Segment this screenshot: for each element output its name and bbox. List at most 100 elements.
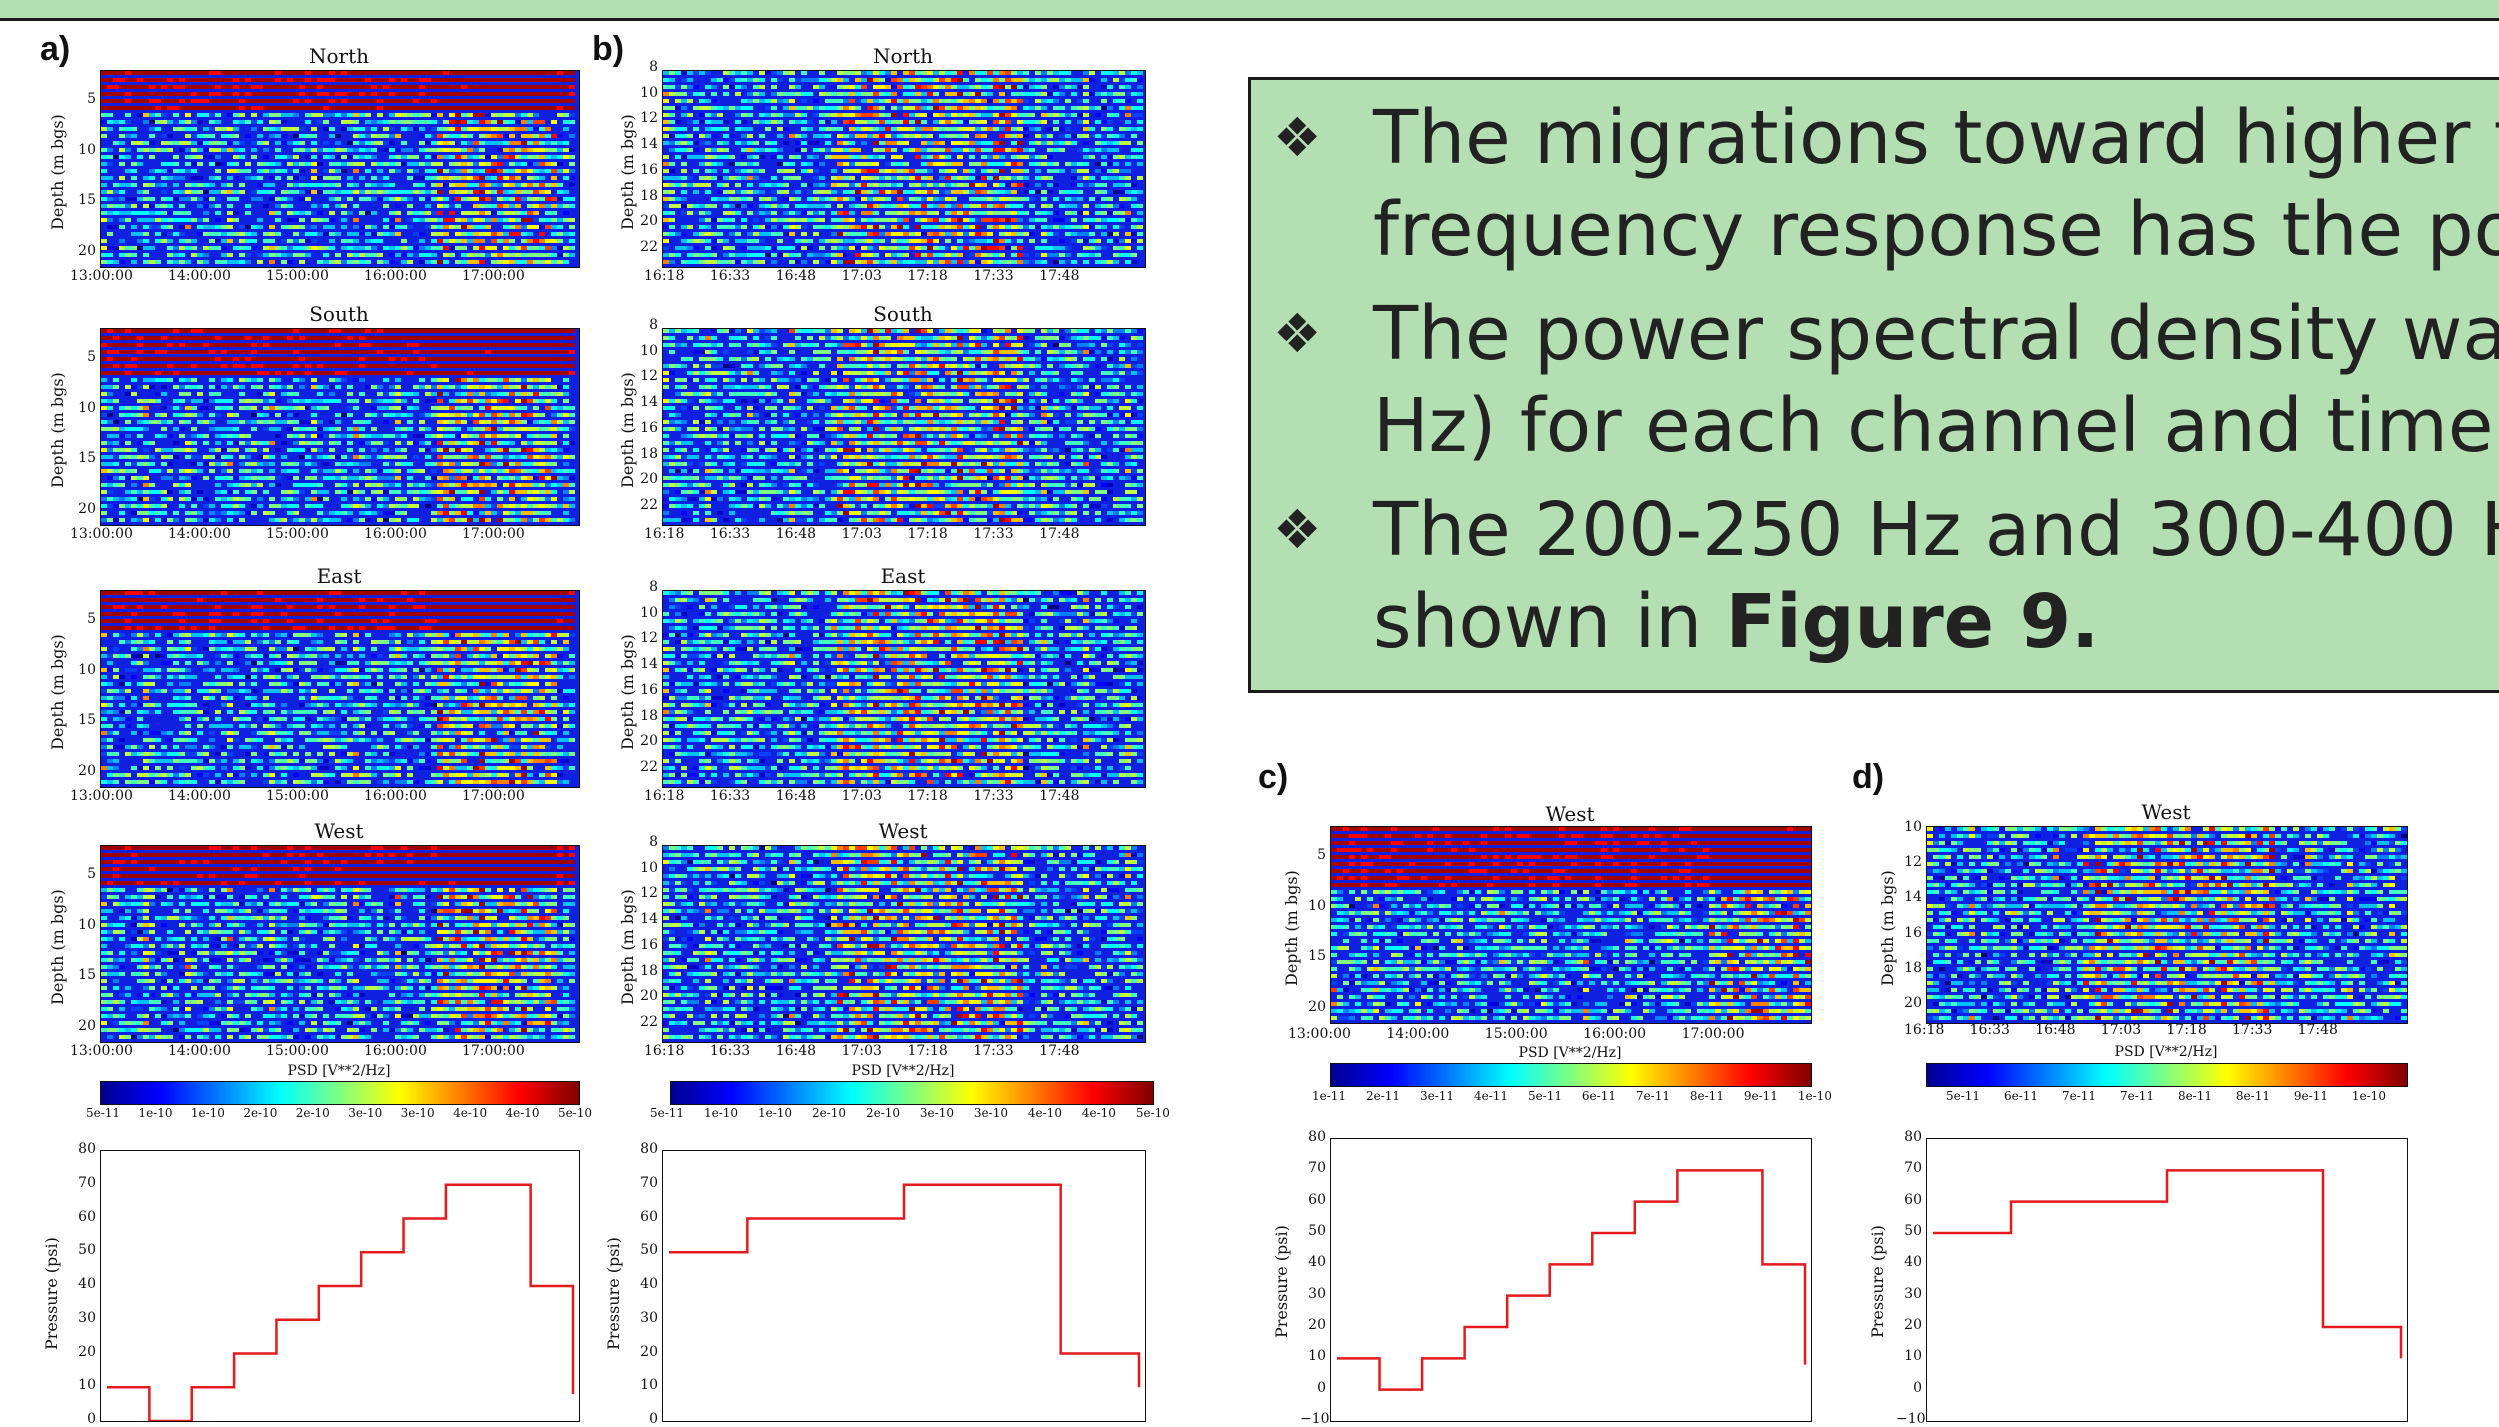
spectrogram-cell <box>371 619 377 623</box>
spectrogram-cell <box>203 357 209 361</box>
spectrogram-cell <box>533 183 539 187</box>
spectrogram-cell <box>305 668 311 672</box>
spectrogram-cell <box>443 420 449 424</box>
spectrogram-cell <box>107 364 113 368</box>
spectrogram-cell <box>359 106 365 110</box>
spectrogram-cell <box>401 392 407 396</box>
spectrogram-cell <box>251 745 257 749</box>
spectrogram-cell <box>353 682 359 686</box>
spectrogram-cell <box>275 329 281 333</box>
spectrogram-cell <box>305 106 311 110</box>
spectrogram-cell <box>479 169 485 173</box>
spectrogram-cell <box>365 668 371 672</box>
spectrogram-cell <box>101 120 107 124</box>
spectrogram-cell <box>353 190 359 194</box>
spectrogram-cell <box>347 518 353 522</box>
spectrogram-cell <box>155 204 161 208</box>
spectrogram-cell <box>149 483 155 487</box>
spectrogram-cell <box>377 364 383 368</box>
spectrogram-cell <box>161 598 167 602</box>
spectrogram-cell <box>281 190 287 194</box>
spectrogram-cell <box>323 343 329 347</box>
spectrogram-cell <box>251 483 257 487</box>
spectrogram-cell <box>323 511 329 515</box>
spectrogram-cell <box>101 127 107 131</box>
spectrogram-cell <box>371 448 377 452</box>
spectrogram-cell <box>449 427 455 431</box>
spectrogram-cell <box>461 511 467 515</box>
spectrogram-cell <box>521 92 527 96</box>
spectrogram-cell <box>335 717 341 721</box>
spectrogram-cell <box>365 612 371 616</box>
spectrogram-cell <box>431 378 437 382</box>
spectrogram-cell <box>167 689 173 693</box>
spectrogram-cell <box>179 218 185 222</box>
spectrogram-cell <box>353 605 359 609</box>
spectrogram-cell <box>551 455 557 459</box>
spectrogram-cell <box>401 724 407 728</box>
spectrogram-cell <box>431 78 437 82</box>
spectrogram-cell <box>425 371 431 375</box>
spectrogram-cell <box>167 204 173 208</box>
spectrogram-cell <box>353 661 359 665</box>
spectrogram-cell <box>173 406 179 410</box>
spectrogram-cell <box>563 448 569 452</box>
spectrogram-cell <box>437 134 443 138</box>
spectrogram-cell <box>209 106 215 110</box>
spectrogram-cell <box>263 654 269 658</box>
spectrogram-cell <box>419 633 425 637</box>
spectrogram-cell <box>491 141 497 145</box>
spectrogram-cell <box>233 626 239 630</box>
spectrogram-cell <box>287 204 293 208</box>
spectrogram-cell <box>137 745 143 749</box>
spectrogram-cell <box>359 441 365 445</box>
spectrogram-cell <box>395 78 401 82</box>
spectrogram-cell <box>371 197 377 201</box>
spectrogram-cell <box>119 336 125 340</box>
spectrogram-cell <box>443 329 449 333</box>
spectrogram-cell <box>185 85 191 89</box>
spectrogram-cell <box>323 427 329 431</box>
spectrogram-cell <box>149 260 155 264</box>
spectrogram-cell <box>167 518 173 522</box>
spectrogram-cell <box>317 518 323 522</box>
spectrogram-cell <box>413 780 419 784</box>
spectrogram-cell <box>293 773 299 777</box>
spectrogram-cell <box>335 197 341 201</box>
spectrogram-cell <box>119 148 125 152</box>
spectrogram-cell <box>155 703 161 707</box>
spectrogram-cell <box>383 378 389 382</box>
spectrogram-cell <box>293 92 299 96</box>
spectrogram-cell <box>365 682 371 686</box>
spectrogram-cell <box>287 99 293 103</box>
spectrogram-cell <box>119 218 125 222</box>
spectrogram-cell <box>149 134 155 138</box>
spectrogram-cell <box>239 675 245 679</box>
spectrogram-cell <box>353 260 359 264</box>
spectrogram-cell <box>227 99 233 103</box>
spectrogram-cell <box>563 232 569 236</box>
spectrogram-cell <box>431 441 437 445</box>
spectrogram-cell <box>143 253 149 257</box>
spectrogram-cell <box>233 148 239 152</box>
spectrogram-cell <box>155 127 161 131</box>
spectrogram-cell <box>389 392 395 396</box>
spectrogram-cell <box>179 696 185 700</box>
spectrogram-cell <box>185 724 191 728</box>
spectrogram-cell <box>335 441 341 445</box>
spectrogram-cell <box>551 92 557 96</box>
spectrogram-cell <box>227 654 233 658</box>
spectrogram-cell <box>311 668 317 672</box>
spectrogram-cell <box>215 640 221 644</box>
spectrogram-cell <box>305 448 311 452</box>
spectrogram-cell <box>377 120 383 124</box>
spectrogram-cell <box>215 413 221 417</box>
spectrogram-cell <box>365 497 371 501</box>
spectrogram-cell <box>293 420 299 424</box>
spectrogram-cell <box>191 766 197 770</box>
spectrogram-cell <box>365 120 371 124</box>
spectrogram-cell <box>545 434 551 438</box>
spectrogram-cell <box>323 141 329 145</box>
spectrogram-cell <box>293 71 299 75</box>
spectrogram-cell <box>149 619 155 623</box>
